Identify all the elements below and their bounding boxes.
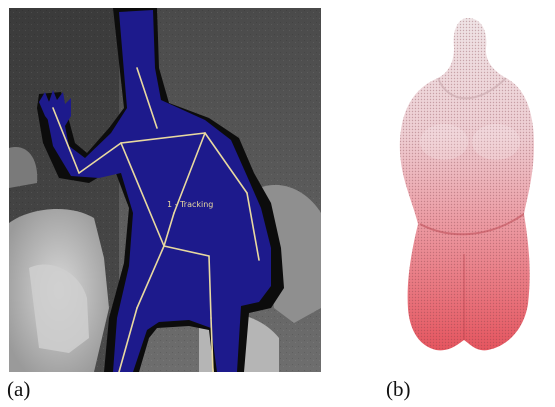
pointcloud-torso-image (378, 14, 553, 364)
caption-a: (a) (7, 377, 31, 401)
skeleton-shoulders (120, 132, 206, 144)
skeleton-spine (163, 212, 175, 247)
depth-map-svg: 1 - Tracking (9, 8, 321, 372)
skeleton-right-forearm (246, 192, 260, 261)
skeleton-left-upper-arm (78, 142, 122, 174)
skeleton-hips (163, 245, 210, 257)
raised-hand (39, 90, 71, 126)
skeleton-overlay (52, 67, 260, 372)
skeleton-left-forearm (52, 107, 80, 174)
tracking-label: 1 - Tracking (167, 200, 213, 209)
object-left-mid (9, 147, 38, 188)
skeleton-torso-left (120, 142, 165, 247)
skeleton-right-upper-arm (204, 132, 248, 194)
skeleton-right-thigh (208, 255, 212, 319)
chair-shape-bottom (29, 264, 89, 353)
pointcloud-svg (399, 18, 535, 351)
skeleton-left-shin (118, 307, 138, 372)
depth-tracking-image: 1 - Tracking (9, 8, 321, 372)
skeleton-left-thigh (136, 245, 165, 309)
caption-b: (b) (386, 377, 411, 401)
skeleton-torso-right (173, 132, 206, 214)
skeleton-neck (136, 67, 158, 129)
torso-pointcloud (399, 18, 535, 351)
tracked-silhouette (45, 10, 271, 372)
skeleton-right-shin (210, 317, 214, 372)
